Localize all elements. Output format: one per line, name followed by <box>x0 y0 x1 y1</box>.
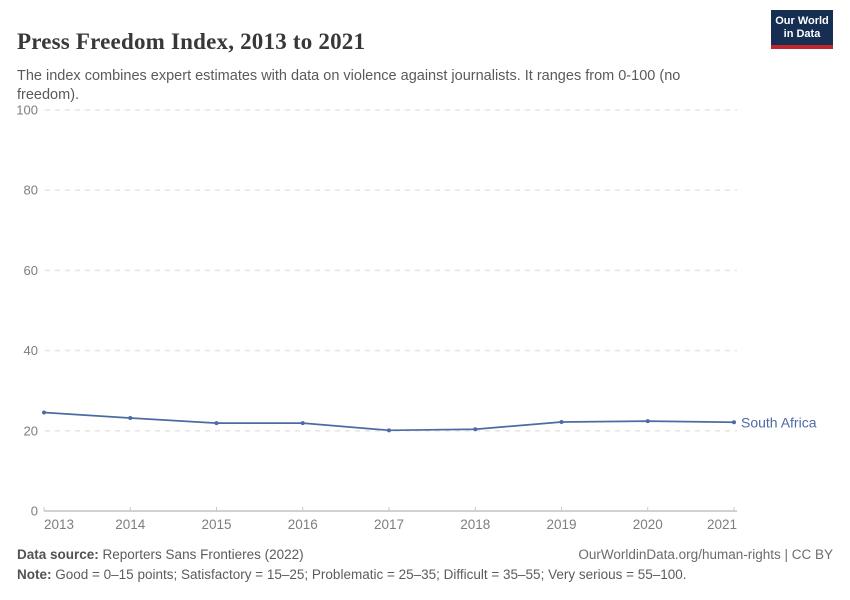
data-point-2017[interactable] <box>387 428 391 433</box>
note-value: Good = 0–15 points; Satisfactory = 15–25… <box>51 567 687 582</box>
x-tick-label-2015: 2015 <box>201 517 231 532</box>
data-point-2014[interactable] <box>128 416 133 421</box>
page-title: Press Freedom Index, 2013 to 2021 <box>17 29 366 55</box>
data-source-value: Reporters Sans Frontieres (2022) <box>98 547 304 562</box>
y-tick-label-0: 0 <box>31 504 38 519</box>
data-point-2020[interactable] <box>645 419 650 424</box>
y-tick-label-20: 20 <box>24 423 38 438</box>
note-label: Note: <box>17 567 52 582</box>
x-tick-label-2017: 2017 <box>374 517 404 532</box>
line-chart[interactable]: 0 20 40 60 80 100 2013 2014 2015 2016 2017 2018 2019… <box>0 0 850 545</box>
y-tick-label-60: 60 <box>24 263 38 278</box>
data-point-2019[interactable] <box>559 420 564 425</box>
owid-logo-line2: in Data <box>783 28 821 40</box>
data-source-label: Data source: <box>17 547 99 562</box>
data-point-2018[interactable] <box>473 427 478 432</box>
series-end-label[interactable]: South Africa <box>741 414 817 430</box>
x-tick-label-2016: 2016 <box>288 517 318 532</box>
x-tick-label-2018: 2018 <box>460 517 490 532</box>
x-tick-label-2019: 2019 <box>546 517 576 532</box>
note-line: Note: Good = 0–15 points; Satisfactory =… <box>17 567 687 582</box>
y-tick-label-80: 80 <box>24 183 38 198</box>
data-point-2016[interactable] <box>300 421 305 426</box>
series-line-south-africa <box>43 411 735 432</box>
data-point-2013[interactable] <box>42 410 46 415</box>
x-tick-label-2021: 2021 <box>707 517 737 532</box>
y-tick-label-100: 100 <box>16 103 38 118</box>
y-tick-label-40: 40 <box>24 343 38 358</box>
x-tick-label-2014: 2014 <box>115 517 146 532</box>
owid-link[interactable]: OurWorldinData.org/human-rights | CC BY <box>578 547 833 562</box>
owid-logo[interactable]: Our World in Data <box>771 10 833 49</box>
data-point-2021[interactable] <box>732 420 736 425</box>
x-tick-label-2013: 2013 <box>44 517 74 532</box>
owid-logo-line1: Our World <box>775 15 829 27</box>
chart-subtitle: The index combines expert estimates with… <box>17 67 681 103</box>
data-source-line: Data source: Reporters Sans Frontieres (… <box>17 547 304 562</box>
x-tick-label-2020: 2020 <box>633 517 663 532</box>
data-point-2015[interactable] <box>214 421 219 426</box>
